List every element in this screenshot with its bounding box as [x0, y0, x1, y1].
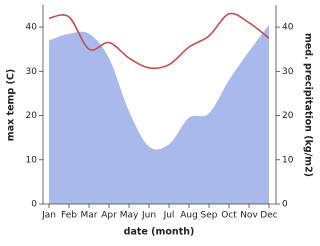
y-tick-label: 10 [26, 155, 38, 165]
y-tick-label: 20 [26, 111, 38, 121]
x-tick-label: Mar [81, 211, 98, 221]
x-tick-label: Aug [180, 211, 198, 221]
y-tick-label: 0 [31, 200, 37, 210]
x-tick-label: Dec [260, 211, 277, 221]
precipitation-area [49, 24, 269, 205]
y2-tick-label: 30 [282, 67, 294, 77]
chart: date (month) max temp (C) med. precipita… [6, 5, 314, 238]
y-tick-label: 40 [26, 23, 38, 33]
y2-tick-label: 10 [282, 155, 294, 165]
temperature-line [48, 12, 270, 70]
x-tick-label: Apr [101, 211, 117, 221]
x-tick-label: Jul [163, 211, 175, 221]
y2-tick-label: 0 [282, 200, 288, 210]
x-tick-label: May [120, 211, 139, 221]
y2-axis-label: med. precipitation (kg/m2) [303, 33, 314, 177]
y2-tick-label: 40 [282, 23, 294, 33]
y-tick-label: 30 [26, 67, 38, 77]
x-tick-label: Feb [61, 211, 77, 221]
x-tick-label: Jan [41, 211, 56, 221]
x-tick-label: Sep [201, 211, 218, 221]
y-axis-label: max temp (C) [6, 69, 17, 141]
x-tick-label: Oct [221, 211, 237, 221]
x-tick-label: Jun [141, 211, 156, 221]
x-tick-label: Nov [240, 211, 258, 221]
y2-tick-label: 20 [282, 111, 294, 121]
x-axis-label: date (month) [124, 227, 195, 238]
